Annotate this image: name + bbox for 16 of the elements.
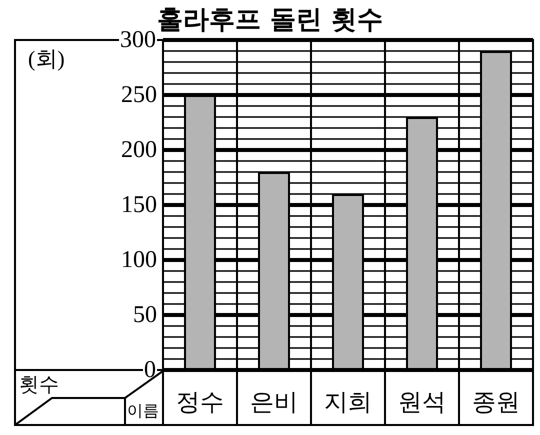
chart-title: 훌라후프 돌린 횟수 bbox=[156, 5, 384, 35]
x-tick-label: 정수 bbox=[176, 388, 224, 416]
y-tick-label: 100 bbox=[121, 247, 157, 273]
y-tick-label: 50 bbox=[133, 302, 157, 328]
y-tick-label: 0 bbox=[144, 357, 156, 383]
x-tick-label: 은비 bbox=[250, 388, 298, 416]
x-tick-label: 지희 bbox=[324, 388, 372, 416]
x-axis-title: 이름 bbox=[127, 401, 159, 422]
y-tick-label: 300 bbox=[120, 27, 156, 53]
x-tick-label: 종원 bbox=[472, 388, 520, 416]
y-tick-label: 250 bbox=[121, 82, 157, 108]
text: (회) bbox=[28, 45, 65, 73]
y-tick-label: 200 bbox=[121, 137, 157, 163]
y-tick-label: 150 bbox=[121, 192, 157, 218]
x-tick-label: 원석 bbox=[398, 388, 446, 416]
y-axis-title: 횟수 bbox=[19, 371, 59, 398]
